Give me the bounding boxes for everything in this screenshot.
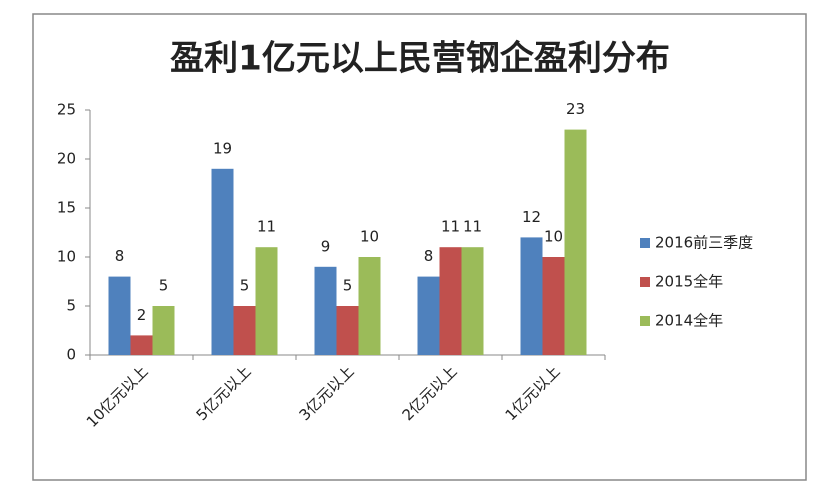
legend-swatch	[640, 316, 650, 326]
bar	[542, 257, 565, 355]
legend-label: 2014全年	[655, 312, 723, 330]
value-label: 10	[544, 228, 563, 246]
value-label: 11	[441, 218, 460, 236]
value-label: 12	[522, 208, 541, 226]
bar	[211, 168, 234, 355]
chart-title: 盈利1亿元以上民营钢企盈利分布	[170, 39, 670, 79]
y-tick-label: 5	[66, 297, 76, 315]
bar	[439, 247, 462, 355]
bar	[108, 276, 131, 355]
y-tick-label: 0	[66, 346, 76, 364]
value-label: 2	[137, 306, 147, 324]
value-label: 5	[240, 277, 250, 295]
value-label: 11	[257, 218, 276, 236]
y-tick-label: 10	[57, 248, 76, 266]
bar	[233, 306, 256, 355]
value-label: 8	[115, 247, 125, 265]
bar	[520, 237, 543, 355]
legend-label: 2015全年	[655, 273, 723, 291]
bar	[255, 247, 278, 355]
bar	[461, 247, 484, 355]
bar	[130, 335, 153, 355]
value-label: 23	[566, 100, 585, 118]
bar	[358, 257, 381, 355]
legend-label: 2016前三季度	[655, 234, 753, 252]
bar	[564, 129, 587, 355]
bar	[314, 266, 337, 355]
bar	[336, 306, 359, 355]
value-label: 19	[213, 139, 232, 157]
chart-border	[32, 13, 807, 481]
value-label: 5	[159, 277, 169, 295]
y-tick-label: 15	[57, 199, 76, 217]
value-label: 9	[321, 237, 331, 255]
value-label: 8	[424, 247, 434, 265]
bar	[417, 276, 440, 355]
bar	[152, 306, 175, 355]
y-tick-label: 20	[57, 150, 76, 168]
value-label: 5	[343, 277, 353, 295]
y-tick-label: 25	[57, 101, 76, 119]
legend-swatch	[640, 238, 650, 248]
value-label: 10	[360, 228, 379, 246]
legend-swatch	[640, 277, 650, 287]
value-label: 11	[463, 218, 482, 236]
